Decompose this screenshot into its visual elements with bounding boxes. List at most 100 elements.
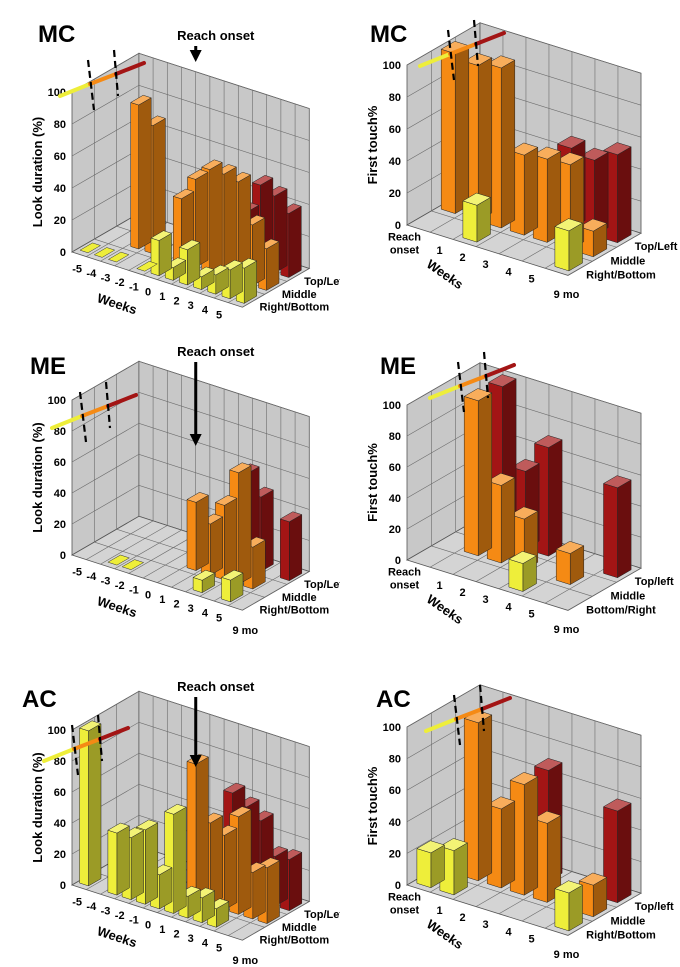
key-divider bbox=[446, 29, 456, 81]
bar-side bbox=[500, 800, 516, 889]
y-tick-label: 60 bbox=[54, 457, 66, 469]
bars bbox=[79, 94, 302, 304]
bar-top bbox=[509, 506, 539, 520]
y-axis-title: Look duration (%) bbox=[30, 422, 45, 533]
bar-top bbox=[533, 435, 563, 448]
bar-stub bbox=[121, 559, 145, 570]
bar-side bbox=[288, 205, 302, 278]
bar-stub bbox=[93, 247, 116, 258]
y-tick-label: 60 bbox=[389, 785, 401, 797]
y-ticks: 0 20 40 60 80 100 bbox=[48, 725, 66, 892]
bar-side bbox=[523, 776, 539, 896]
key-divider bbox=[96, 714, 104, 762]
x-tick-label: -5 bbox=[72, 896, 82, 908]
bar-top bbox=[439, 838, 469, 851]
x-tick-label: onset bbox=[390, 905, 420, 917]
bar-front bbox=[462, 200, 478, 243]
bar-top bbox=[532, 810, 562, 824]
y-tick-label: 100 bbox=[48, 725, 66, 737]
bar-side bbox=[116, 825, 130, 896]
y-axis-title: First touch% bbox=[365, 766, 380, 845]
bar-top bbox=[509, 772, 539, 785]
x-tick-label: -3 bbox=[101, 273, 111, 285]
bar-side bbox=[500, 59, 516, 229]
key-bottom bbox=[418, 52, 452, 68]
y-tick-label: 20 bbox=[54, 519, 66, 531]
bar-side bbox=[88, 723, 102, 887]
color-key bbox=[58, 49, 146, 111]
color-key bbox=[418, 19, 506, 81]
bar bbox=[78, 720, 102, 887]
y-tick-label: 80 bbox=[54, 756, 66, 768]
key-bottom bbox=[428, 384, 462, 400]
bar-side bbox=[195, 494, 209, 572]
bar-top bbox=[251, 175, 274, 186]
y-tick-label: 80 bbox=[389, 431, 401, 443]
reach-onset-arrow-head bbox=[189, 50, 202, 62]
x-tick-label: -4 bbox=[86, 901, 97, 913]
bar-top bbox=[602, 142, 632, 155]
bar-side bbox=[238, 809, 252, 915]
bar bbox=[107, 554, 131, 566]
bar-front bbox=[107, 829, 118, 896]
bar-top bbox=[487, 374, 517, 387]
y-ticks: 0 20 40 60 80 100 bbox=[383, 722, 401, 892]
subject-label: MC bbox=[370, 21, 407, 48]
bar-side bbox=[523, 146, 539, 236]
x-tick-label: 3 bbox=[188, 933, 194, 945]
y-ticks: 0 20 40 60 80 100 bbox=[383, 60, 401, 232]
bar-top bbox=[186, 169, 209, 180]
x-tick-label: 5 bbox=[216, 942, 222, 954]
key-divider bbox=[70, 724, 80, 776]
y-tick-label: 0 bbox=[395, 555, 401, 567]
key-middle bbox=[448, 42, 478, 56]
bar-top bbox=[78, 720, 102, 732]
bar-side bbox=[130, 830, 144, 901]
bar bbox=[220, 569, 244, 603]
bar-top bbox=[178, 239, 201, 251]
bar-top bbox=[228, 462, 252, 474]
x-tick-label: 1 bbox=[436, 580, 442, 592]
y-tick-label: 100 bbox=[48, 395, 66, 407]
bar-side bbox=[173, 806, 187, 914]
y-ticks: 0 20 40 60 80 100 bbox=[48, 395, 66, 562]
bar-top bbox=[555, 541, 585, 554]
reach-onset-arrow-head bbox=[189, 434, 202, 446]
gridline bbox=[242, 268, 310, 308]
x-tick-label: -1 bbox=[129, 585, 139, 597]
x-tick-label: Reach bbox=[388, 567, 421, 579]
bar-side bbox=[617, 802, 632, 904]
key-divider bbox=[78, 391, 88, 443]
key-top bbox=[480, 696, 512, 711]
bar-top bbox=[602, 475, 632, 489]
depth-label: Right/Bottom bbox=[260, 935, 330, 947]
key-divider bbox=[104, 381, 112, 429]
x-tick-label: 3 bbox=[482, 594, 488, 606]
bar-side bbox=[617, 146, 632, 244]
x-tick-label: -5 bbox=[72, 263, 82, 275]
bar-top bbox=[228, 806, 252, 818]
bar-top bbox=[164, 803, 187, 815]
x-tick-label: 5 bbox=[216, 309, 222, 321]
bar bbox=[463, 388, 493, 557]
x-tick-label: -4 bbox=[86, 571, 97, 583]
depth-label: Middle bbox=[610, 915, 645, 927]
y-tick-label: 80 bbox=[54, 426, 66, 438]
color-key bbox=[428, 351, 516, 413]
x-tick-label: Reach bbox=[388, 232, 421, 244]
bar-front bbox=[130, 102, 139, 250]
bar-top bbox=[214, 495, 238, 506]
y-tick-label: 60 bbox=[54, 787, 66, 799]
bar bbox=[463, 710, 493, 882]
subject-label: ME bbox=[30, 353, 66, 380]
reach-onset-label: Reach onset bbox=[177, 28, 255, 43]
bar-side bbox=[224, 497, 238, 581]
gridline bbox=[567, 892, 642, 936]
